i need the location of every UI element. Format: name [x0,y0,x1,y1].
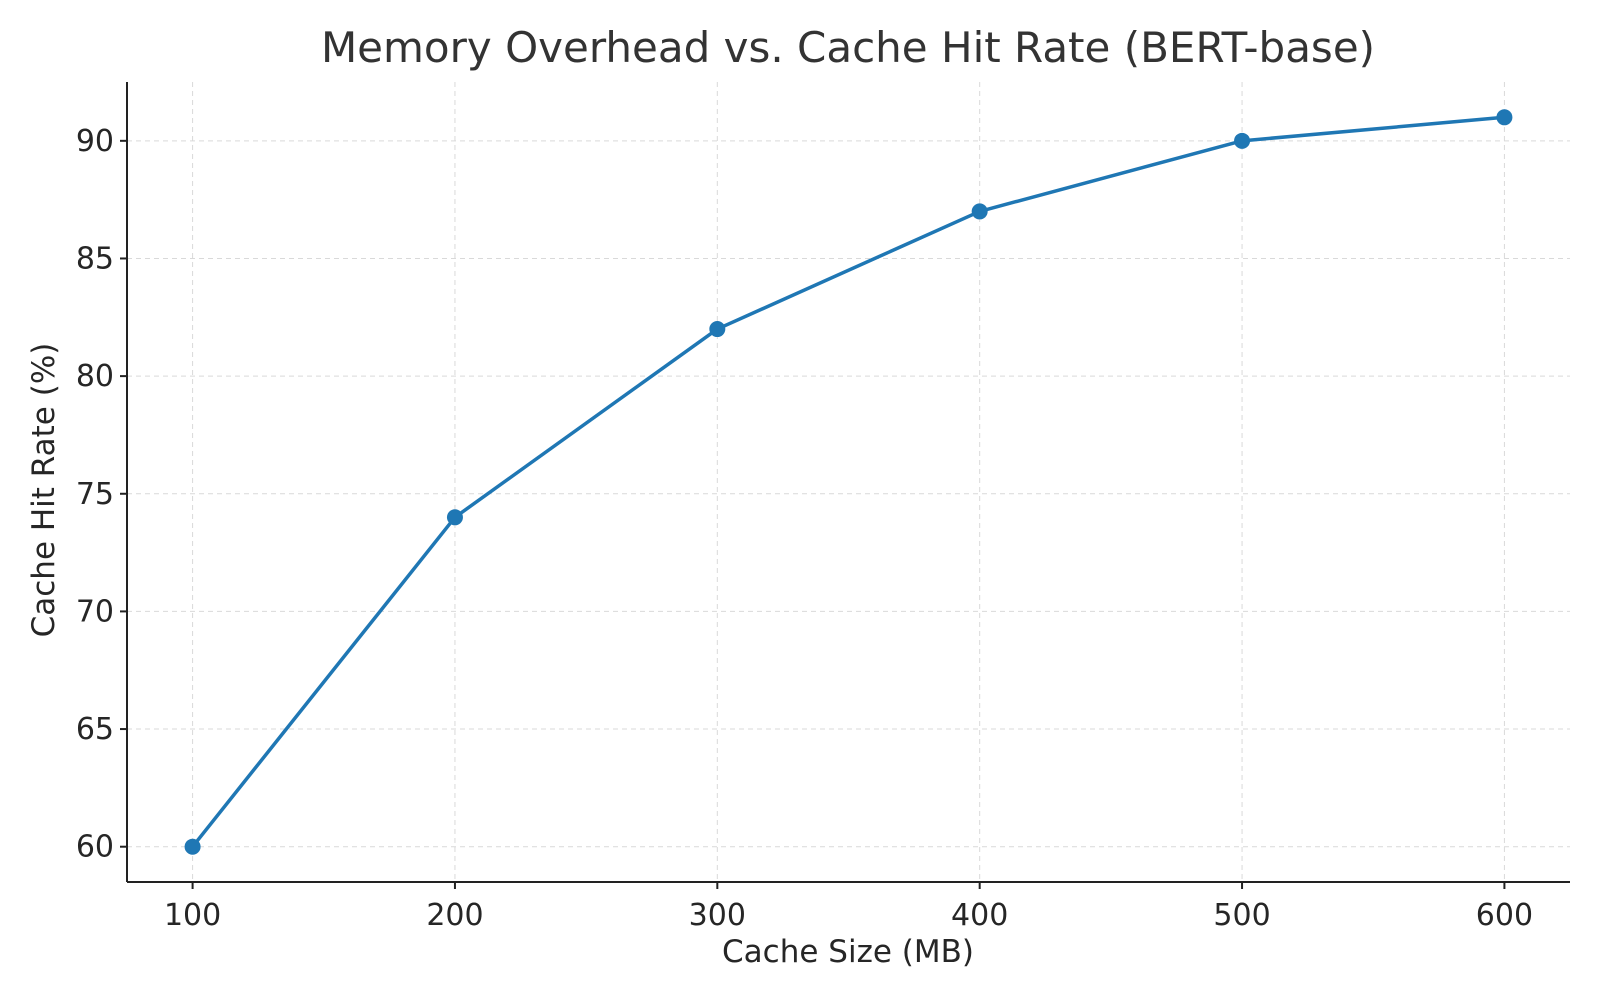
y-tick-label: 65 [76,712,114,747]
series-layer [184,109,1513,855]
data-point [184,838,201,855]
y-tick-label: 80 [76,359,114,394]
grid [127,82,1570,882]
x-tick-label: 300 [689,898,746,933]
y-tick-label: 75 [76,477,114,512]
tick-labels: 100 200 300 400 500 600 60 65 70 75 80 85 90 [76,124,1533,933]
x-tick-label: 100 [164,898,221,933]
y-tick-label: 85 [76,241,114,276]
series-line [190,115,1507,849]
data-point [971,203,988,220]
y-tick-label: 70 [76,594,114,629]
y-axis-label: Cache Hit Rate (%) [26,343,62,638]
x-tick-label: 200 [426,898,483,933]
data-point [446,509,463,526]
chart-title: Memory Overhead vs. Cache Hit Rate (BERT… [321,23,1375,72]
x-tick-label: 400 [951,898,1008,933]
data-point [709,321,726,338]
x-tick-label: 600 [1476,898,1533,933]
y-tick-label: 90 [76,124,114,159]
x-tick-label: 500 [1213,898,1270,933]
data-point [1496,109,1513,126]
x-axis-label: Cache Size (MB) [722,934,974,970]
y-tick-label: 60 [76,830,114,865]
axes [120,82,1570,889]
data-point [1234,132,1251,149]
